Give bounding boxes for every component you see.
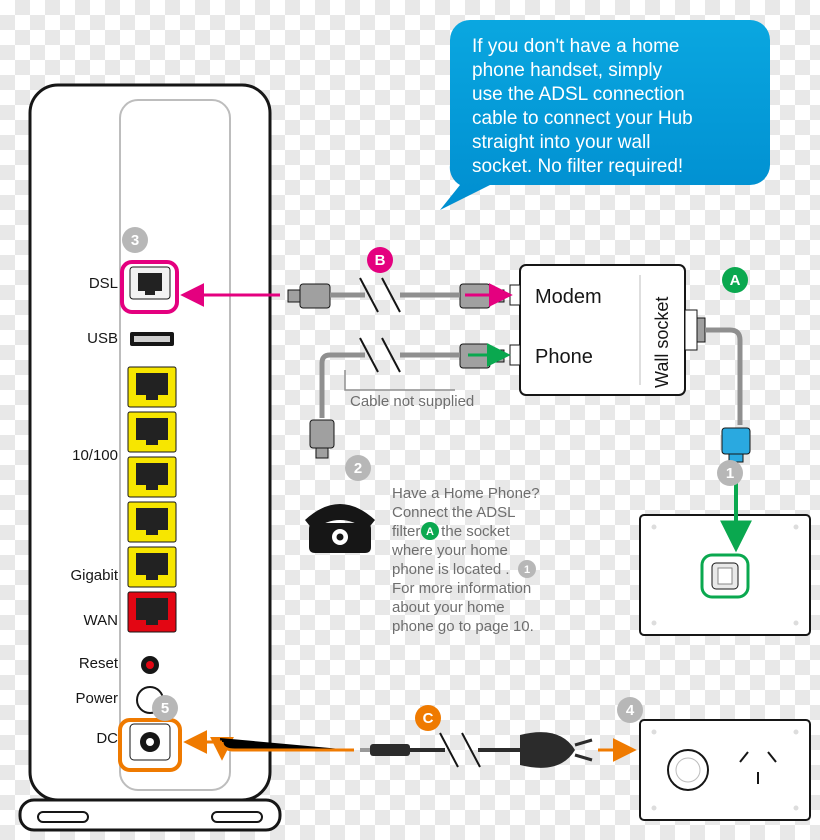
svg-text:2: 2 — [354, 460, 362, 477]
svg-text:Have a Home Phone?: Have a Home Phone? — [392, 485, 540, 502]
svg-text:filter to the socket: filter to the socket — [392, 523, 510, 540]
svg-text:Reset: Reset — [79, 655, 119, 672]
svg-text:phone handset, simply: phone handset, simply — [472, 60, 663, 81]
svg-text:about your home: about your home — [392, 599, 505, 616]
svg-text:3: 3 — [131, 232, 139, 249]
svg-text:Connect the ADSL: Connect the ADSL — [392, 504, 515, 521]
svg-text:WAN: WAN — [84, 612, 118, 629]
svg-text:If you don't have a home: If you don't have a home — [472, 36, 680, 57]
port-10_100_2 — [128, 412, 176, 452]
svg-text:For more information: For more information — [392, 580, 531, 597]
svg-text:phone go to page 10.: phone go to page 10. — [392, 618, 534, 635]
badge-A: A — [722, 267, 748, 293]
svg-text:cable to connect your Hub: cable to connect your Hub — [472, 108, 693, 129]
svg-text:DSL: DSL — [89, 275, 118, 292]
badge-B: B — [367, 247, 393, 273]
svg-text:A: A — [426, 526, 434, 538]
svg-text:phone is located .: phone is located . — [392, 561, 510, 578]
svg-text:1: 1 — [524, 564, 530, 576]
svg-text:DC: DC — [96, 730, 118, 747]
cable-not-supplied-label: Cable not supplied — [350, 393, 474, 410]
svg-text:straight into your wall: straight into your wall — [472, 132, 650, 153]
svg-text:C: C — [423, 710, 434, 727]
port-10_100_1 — [128, 367, 176, 407]
telephone-icon — [305, 504, 375, 553]
svg-text:where your home: where your home — [391, 542, 508, 559]
badge-5: 5 — [152, 695, 178, 721]
filter-phone-label: Phone — [535, 346, 593, 368]
badge-2: 2 — [345, 455, 371, 481]
svg-text:USB: USB — [87, 330, 118, 347]
badge-1: 1 — [717, 460, 743, 486]
rj11-blue-plug — [722, 428, 750, 462]
svg-text:use the ADSL connection: use the ADSL connection — [472, 84, 685, 105]
filter-modem-label: Modem — [535, 286, 602, 308]
info-bubble: If you don't have a home phone handset, s… — [440, 20, 770, 210]
adsl-filter: Modem Phone Wall socket — [510, 265, 705, 395]
svg-text:B: B — [375, 252, 386, 269]
svg-text:A: A — [730, 272, 741, 289]
svg-text:1: 1 — [726, 465, 734, 482]
power-outlet — [640, 720, 810, 820]
svg-text:4: 4 — [626, 702, 635, 719]
badge-C: C — [415, 705, 441, 731]
port-10_100_4 — [128, 502, 176, 542]
svg-text:Gigabit: Gigabit — [70, 567, 118, 584]
svg-text:10/100: 10/100 — [72, 447, 118, 464]
phone-wall-plate — [640, 515, 810, 635]
power-cable — [360, 732, 592, 768]
wall-socket-label: Wall socket — [652, 297, 672, 388]
badge-3: 3 — [122, 227, 148, 253]
svg-text:5: 5 — [161, 700, 169, 717]
home-phone-text: Have a Home Phone? Connect the ADSL filter… — [391, 485, 540, 635]
svg-text:socket. No filter required!: socket. No filter required! — [472, 156, 683, 177]
svg-text:Power: Power — [75, 690, 118, 707]
badge-4: 4 — [617, 697, 643, 723]
